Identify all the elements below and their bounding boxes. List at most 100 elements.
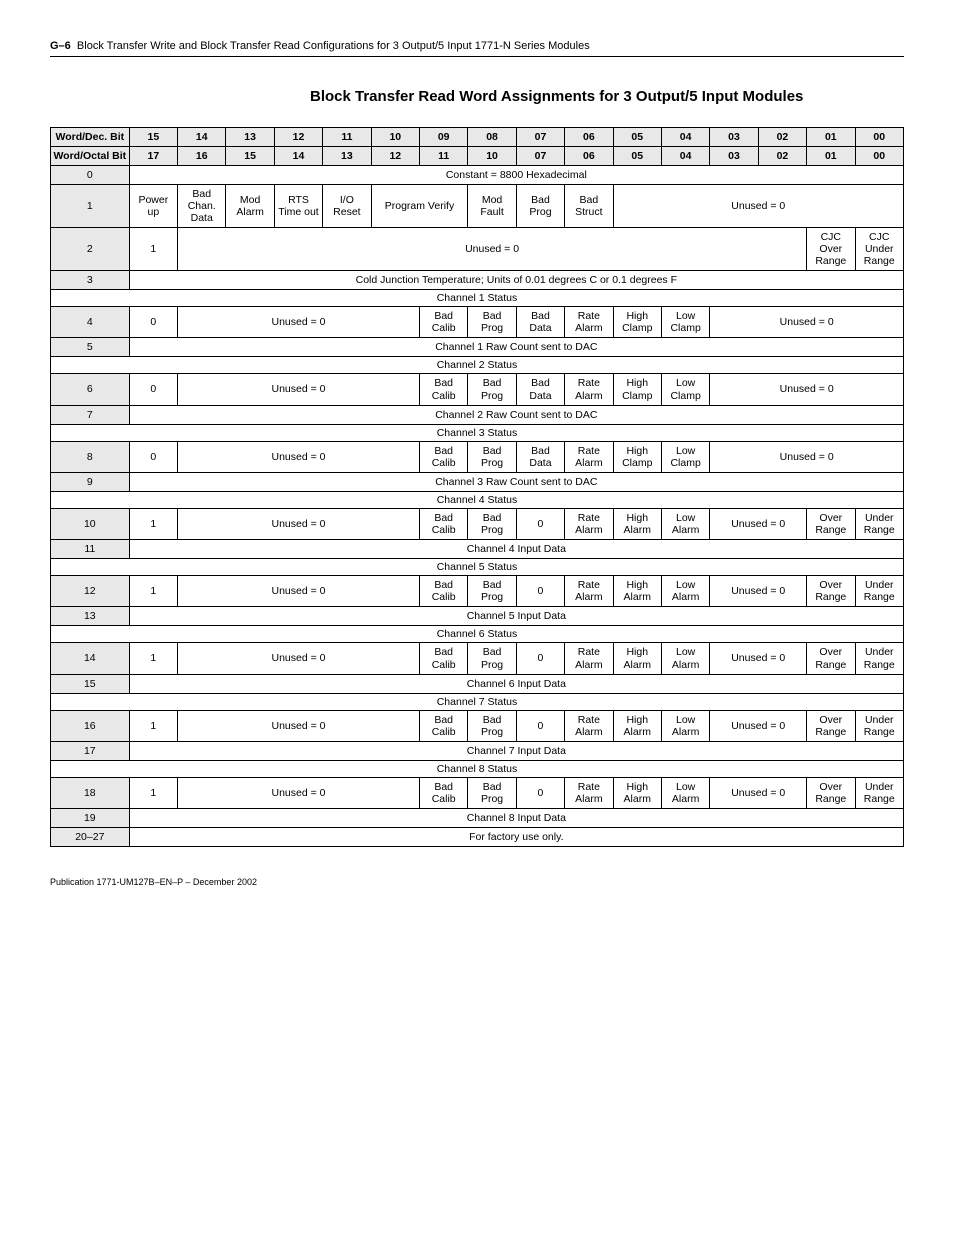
cell: Low Alarm	[661, 508, 709, 539]
cell: Power up	[129, 184, 177, 227]
hdr-dec-bit: 03	[710, 127, 758, 146]
cell: Unused = 0	[613, 184, 903, 227]
word-num: 7	[51, 405, 130, 424]
row-15: 15 Channel 6 Input Data	[51, 674, 904, 693]
channel-status-row: Channel 8 Status	[51, 760, 904, 777]
cell: Rate Alarm	[565, 710, 613, 741]
cell: Low Alarm	[661, 777, 709, 808]
cell: 0	[516, 710, 564, 741]
cell: Low Clamp	[661, 374, 709, 405]
channel-status-row: Channel 1 Status	[51, 290, 904, 307]
cell: Low Alarm	[661, 710, 709, 741]
hdr-dec-label: Word/Dec. Bit	[51, 127, 130, 146]
channel-status: Channel 3 Status	[51, 424, 904, 441]
cell: High Clamp	[613, 374, 661, 405]
cell: Bad Calib	[419, 307, 467, 338]
cell: Bad Calib	[419, 643, 467, 674]
hdr-dec-bit: 10	[371, 127, 419, 146]
cell: Unused = 0	[178, 227, 807, 270]
cell: Bad Calib	[419, 441, 467, 472]
cell: Unused = 0	[178, 508, 420, 539]
cell: Unused = 0	[710, 710, 807, 741]
cell: Bad Calib	[419, 508, 467, 539]
cell: High Alarm	[613, 777, 661, 808]
cell: Channel 2 Raw Count sent to DAC	[129, 405, 903, 424]
channel-status: Channel 6 Status	[51, 626, 904, 643]
row-5: 5 Channel 1 Raw Count sent to DAC	[51, 338, 904, 357]
word-num: 15	[51, 674, 130, 693]
cell: 0	[129, 374, 177, 405]
word-num: 13	[51, 607, 130, 626]
cell: Unused = 0	[178, 441, 420, 472]
hdr-dec-bit: 06	[565, 127, 613, 146]
page-header: G–6 Block Transfer Write and Block Trans…	[50, 40, 904, 57]
page-number: G–6	[50, 40, 71, 52]
word-num: 19	[51, 809, 130, 828]
cell: Under Range	[855, 576, 904, 607]
row-19: 19 Channel 8 Input Data	[51, 809, 904, 828]
cell: Bad Prog	[468, 777, 516, 808]
cell: Unused = 0	[710, 508, 807, 539]
hdr-dec-bit: 14	[178, 127, 226, 146]
cell: Unused = 0	[710, 374, 904, 405]
cell: 0	[516, 508, 564, 539]
header-title: Block Transfer Write and Block Transfer …	[77, 40, 590, 52]
cell: High Alarm	[613, 643, 661, 674]
cell: Bad Prog	[468, 441, 516, 472]
cell: Rate Alarm	[565, 643, 613, 674]
cell: Rate Alarm	[565, 777, 613, 808]
cell: 0	[129, 307, 177, 338]
row-18: 18 1 Unused = 0 Bad Calib Bad Prog 0 Rat…	[51, 777, 904, 808]
cell: Over Range	[807, 710, 855, 741]
cell: Unused = 0	[710, 307, 904, 338]
cell: Rate Alarm	[565, 441, 613, 472]
hdr-dec-bit: 11	[323, 127, 371, 146]
cell: Over Range	[807, 643, 855, 674]
row-14: 14 1 Unused = 0 Bad Calib Bad Prog 0 Rat…	[51, 643, 904, 674]
row-10: 10 1 Unused = 0 Bad Calib Bad Prog 0 Rat…	[51, 508, 904, 539]
hdr-oct-bit: 11	[419, 146, 467, 165]
cell: I/O Reset	[323, 184, 371, 227]
cell: Unused = 0	[178, 643, 420, 674]
word-num: 20–27	[51, 828, 130, 847]
word-num: 5	[51, 338, 130, 357]
cell: Low Clamp	[661, 441, 709, 472]
cell: Bad Prog	[468, 508, 516, 539]
row-4: 4 0 Unused = 0 Bad Calib Bad Prog Bad Da…	[51, 307, 904, 338]
row-20-27: 20–27 For factory use only.	[51, 828, 904, 847]
page-footer: Publication 1771-UM127B–EN–P – December …	[50, 877, 904, 887]
hdr-dec-bit: 12	[274, 127, 322, 146]
word-num: 18	[51, 777, 130, 808]
channel-status: Channel 1 Status	[51, 290, 904, 307]
word-num: 14	[51, 643, 130, 674]
cell: RTS Time out	[274, 184, 322, 227]
cell: Low Alarm	[661, 643, 709, 674]
cell: 1	[129, 508, 177, 539]
word-num: 16	[51, 710, 130, 741]
cell: Bad Data	[516, 307, 564, 338]
channel-status: Channel 5 Status	[51, 559, 904, 576]
channel-status: Channel 7 Status	[51, 693, 904, 710]
hdr-oct-bit: 15	[226, 146, 274, 165]
hdr-oct-bit: 02	[758, 146, 806, 165]
cell: Channel 8 Input Data	[129, 809, 903, 828]
cell: Bad Prog	[468, 643, 516, 674]
row-9: 9 Channel 3 Raw Count sent to DAC	[51, 472, 904, 491]
cell: High Clamp	[613, 441, 661, 472]
channel-status-row: Channel 7 Status	[51, 693, 904, 710]
channel-status: Channel 8 Status	[51, 760, 904, 777]
word-num: 0	[51, 165, 130, 184]
cell: Over Range	[807, 508, 855, 539]
cell: Over Range	[807, 576, 855, 607]
cell: Unused = 0	[178, 576, 420, 607]
cell: Under Range	[855, 508, 904, 539]
cell: Bad Prog	[468, 307, 516, 338]
cell: 0	[516, 576, 564, 607]
cell: Mod Fault	[468, 184, 516, 227]
cell: Unused = 0	[178, 710, 420, 741]
word-num: 3	[51, 271, 130, 290]
cell: Constant = 8800 Hexadecimal	[129, 165, 903, 184]
channel-status-row: Channel 4 Status	[51, 491, 904, 508]
cell: Unused = 0	[178, 307, 420, 338]
channel-status-row: Channel 2 Status	[51, 357, 904, 374]
